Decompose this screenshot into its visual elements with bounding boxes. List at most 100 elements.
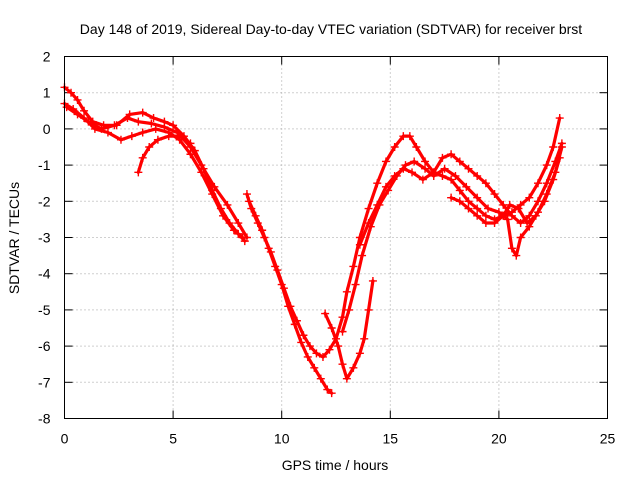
data-point bbox=[473, 193, 482, 202]
data-point bbox=[381, 157, 390, 166]
data-point bbox=[462, 182, 471, 191]
data-point bbox=[321, 309, 330, 318]
x-tick-label: 25 bbox=[600, 431, 616, 447]
chart-title: Day 148 of 2019, Sidereal Day-to-day VTE… bbox=[80, 21, 582, 37]
data-point bbox=[327, 389, 336, 398]
data-point bbox=[390, 171, 399, 180]
data-point bbox=[405, 132, 414, 141]
data-point bbox=[464, 197, 473, 206]
data-point bbox=[421, 164, 430, 173]
data-point bbox=[138, 128, 147, 137]
data-point bbox=[149, 114, 158, 123]
data-point bbox=[147, 119, 156, 128]
data-point bbox=[440, 164, 449, 173]
data-point bbox=[342, 374, 351, 383]
data-point bbox=[208, 190, 217, 199]
data-point bbox=[245, 197, 254, 206]
data-point bbox=[303, 352, 312, 361]
data-point bbox=[464, 164, 473, 173]
y-tick-label: 0 bbox=[43, 121, 51, 137]
data-point bbox=[210, 182, 219, 191]
data-point bbox=[334, 342, 343, 351]
data-point bbox=[134, 117, 143, 126]
data-point bbox=[316, 374, 325, 383]
data-point bbox=[355, 240, 364, 249]
x-tick-label: 0 bbox=[61, 431, 69, 447]
data-point bbox=[447, 175, 456, 184]
data-point bbox=[342, 287, 351, 296]
x-tick-label: 10 bbox=[274, 431, 290, 447]
data-point bbox=[355, 349, 364, 358]
data-point bbox=[134, 168, 143, 177]
y-tick-label: -1 bbox=[38, 157, 51, 173]
data-point bbox=[234, 219, 243, 228]
data-point bbox=[242, 233, 251, 242]
data-point bbox=[412, 143, 421, 151]
data-point bbox=[345, 305, 354, 314]
data-point bbox=[531, 211, 540, 220]
data-point bbox=[490, 219, 499, 228]
data-point bbox=[271, 262, 280, 271]
data-point bbox=[73, 95, 82, 104]
data-point bbox=[127, 132, 136, 141]
data-point bbox=[153, 135, 162, 144]
data-point bbox=[186, 139, 195, 148]
data-point bbox=[175, 132, 184, 141]
data-point bbox=[242, 190, 251, 199]
x-tick-label: 5 bbox=[169, 431, 177, 447]
data-point bbox=[507, 244, 516, 253]
data-point bbox=[525, 193, 534, 202]
data-point bbox=[138, 153, 147, 162]
data-point bbox=[97, 124, 106, 133]
y-tick-label: -5 bbox=[38, 302, 51, 318]
data-point bbox=[373, 179, 382, 188]
grid bbox=[64, 56, 608, 419]
data-point bbox=[549, 175, 558, 184]
y-tick-label: 1 bbox=[43, 85, 51, 101]
x-tick-label: 15 bbox=[383, 431, 399, 447]
data-point bbox=[507, 211, 516, 220]
data-point bbox=[358, 251, 367, 260]
series-trace-6 bbox=[247, 199, 334, 395]
data-point bbox=[533, 179, 542, 188]
series-trace-9 bbox=[358, 141, 564, 247]
data-point bbox=[555, 114, 564, 123]
data-point bbox=[490, 190, 499, 199]
series-trace-7 bbox=[323, 279, 375, 381]
data-point bbox=[145, 143, 154, 151]
y-tick-label: -4 bbox=[38, 266, 51, 282]
data-point bbox=[164, 132, 173, 141]
series-trace-3 bbox=[65, 105, 249, 240]
data-point bbox=[410, 157, 419, 166]
data-point bbox=[325, 345, 334, 354]
y-tick-label: 2 bbox=[43, 49, 51, 65]
data-point bbox=[323, 385, 332, 394]
data-point bbox=[455, 157, 464, 166]
y-tick-label: -6 bbox=[38, 338, 51, 354]
data-point bbox=[494, 208, 503, 217]
data-point bbox=[484, 204, 493, 213]
data-point bbox=[169, 121, 178, 130]
series-trace-8 bbox=[340, 145, 564, 334]
plot-frame bbox=[64, 56, 608, 419]
data-point bbox=[499, 211, 508, 220]
data-point bbox=[399, 164, 408, 173]
data-point bbox=[542, 161, 551, 170]
data-point bbox=[364, 219, 373, 228]
data-point bbox=[381, 182, 390, 191]
plot-series bbox=[60, 83, 566, 398]
data-point bbox=[138, 108, 147, 117]
data-point bbox=[418, 175, 427, 184]
data-point bbox=[549, 143, 558, 151]
x-tick-label: 20 bbox=[491, 431, 507, 447]
data-point bbox=[360, 334, 369, 343]
y-tick-label: -2 bbox=[38, 193, 51, 209]
data-point bbox=[223, 200, 232, 209]
data-point bbox=[516, 233, 525, 242]
data-point bbox=[73, 110, 82, 119]
data-point bbox=[481, 211, 490, 220]
data-point bbox=[505, 200, 514, 209]
data-point bbox=[481, 179, 490, 188]
data-point bbox=[264, 244, 273, 253]
